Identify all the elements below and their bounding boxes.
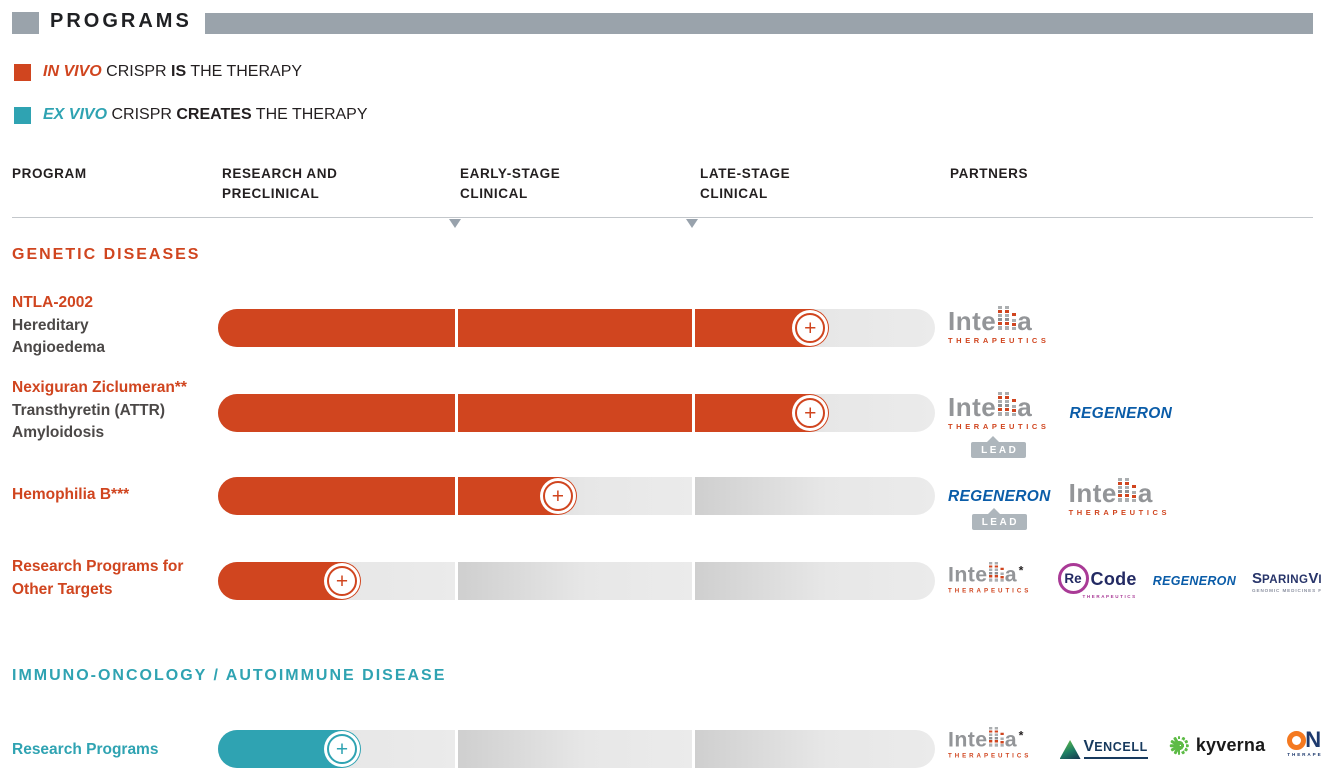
ex-vivo-swatch-icon <box>14 106 31 124</box>
regeneron-logo: REGENERON <box>948 488 1051 505</box>
sparingvision-logo: SPARINGVISION GENOMIC MEDICINES FOR OCUL… <box>1252 570 1321 593</box>
intellia-logo: Inte a THERAPEUTICS <box>1068 478 1171 517</box>
header-accent-square <box>12 12 39 34</box>
pipeline-bar-hemophilia-b: + <box>218 477 935 515</box>
program-label-ntla-2002: NTLA-2002 Hereditary Angioedema <box>12 294 106 356</box>
kyverna-starburst-icon <box>1169 736 1189 755</box>
progress-fill <box>218 309 830 347</box>
pipeline-bar-research-programs: + <box>218 730 935 768</box>
header-divider <box>12 217 1313 218</box>
lead-badge: LEAD <box>971 508 1027 530</box>
column-marker-icon <box>449 219 461 228</box>
pipeline-bar-ntla-2002: + <box>218 309 935 347</box>
program-label-nexiguran: Nexiguran Ziclumeran** Transthyretin (AT… <box>12 379 187 441</box>
section-title-immuno-oncology: IMMUNO-ONCOLOGY / AUTOIMMUNE DISEASE <box>12 667 447 684</box>
column-marker-icon <box>686 219 698 228</box>
lead-badge: LEAD <box>971 435 1027 458</box>
progress-fill <box>218 394 830 432</box>
partners-ntla-2002: Inte a THERAPEUTICS <box>948 306 1050 345</box>
column-header-partners: PARTNERS <box>950 166 1029 181</box>
program-label-research-other-targets: Research Programs for Other Targets <box>12 558 184 598</box>
intellia-logo: Inte a THERAPEUTICS <box>948 306 1050 345</box>
recode-logo: Re Code THERAPEUTICS <box>1057 563 1137 600</box>
intellia-lead: Inte a THERAPEUTICS LEAD <box>948 392 1050 458</box>
plus-icon[interactable]: + <box>327 566 358 596</box>
column-header-early: EARLY-STAGE CLINICAL <box>460 166 561 201</box>
plus-icon[interactable]: + <box>795 313 826 343</box>
intellia-logo: Inte a THERAPEUTICS <box>948 392 1050 431</box>
pipeline-bar-nexiguran: + <box>218 394 935 432</box>
partners-hemophilia-b: REGENERON LEAD Inte a THERAPEUTICS <box>948 476 1170 530</box>
column-header-program: PROGRAM <box>12 166 87 181</box>
avencell-logo: VENCELL <box>1059 738 1148 759</box>
partners-nexiguran: Inte a THERAPEUTICS LEAD REGENERON <box>948 392 1172 458</box>
avencell-triangle-icon <box>1059 740 1081 759</box>
kyverna-logo: kyverna <box>1169 735 1265 756</box>
regeneron-logo: REGENERON <box>1069 405 1173 422</box>
column-header-research: RESEARCH AND PRECLINICAL <box>222 166 338 201</box>
onk-logo: NK THERAPEUTICS <box>1287 727 1321 757</box>
pipeline-bar-research-other-targets: + <box>218 562 935 600</box>
in-vivo-swatch-icon <box>14 63 31 81</box>
intellia-logo: Inte a * THERAPEUTICS <box>948 727 1032 759</box>
onk-o-icon <box>1287 730 1307 750</box>
legend-in-vivo-text: IN VIVO CRISPR IS THE THERAPY <box>43 63 303 80</box>
section-title-genetic-diseases: GENETIC DISEASES <box>12 246 201 263</box>
legend-in-vivo: IN VIVO CRISPR IS THE THERAPY <box>14 63 302 81</box>
column-header-late: LATE-STAGE CLINICAL <box>700 166 791 201</box>
intellia-logo: Inte a * THERAPEUTICS <box>948 562 1032 594</box>
regeneron-logo: REGENERON <box>1152 574 1237 588</box>
plus-icon[interactable]: + <box>542 481 573 511</box>
program-label-hemophilia-b: Hemophilia B*** <box>12 486 130 503</box>
program-label-research-programs: Research Programs <box>12 741 159 758</box>
regeneron-lead: REGENERON LEAD <box>948 476 1051 530</box>
plus-icon[interactable]: + <box>795 398 826 428</box>
legend-ex-vivo: EX VIVO CRISPR CREATES THE THERAPY <box>14 106 368 124</box>
progress-fill <box>218 477 577 515</box>
partners-research-other-targets: Inte a * THERAPEUTICS Re Code THERAPEUTICS … <box>948 562 1321 601</box>
plus-icon[interactable]: + <box>327 734 358 764</box>
page-title: PROGRAMS <box>50 10 192 32</box>
legend-ex-vivo-text: EX VIVO CRISPR CREATES THE THERAPY <box>43 106 368 123</box>
header-rule-bar <box>205 13 1313 34</box>
